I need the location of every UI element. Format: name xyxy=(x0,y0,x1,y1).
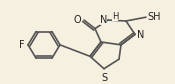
Text: N: N xyxy=(137,30,144,40)
Text: N: N xyxy=(100,15,107,25)
Text: SH: SH xyxy=(147,12,160,22)
Text: S: S xyxy=(101,72,107,82)
Text: O: O xyxy=(73,15,81,25)
Text: F: F xyxy=(19,40,25,50)
Text: H: H xyxy=(112,12,118,21)
